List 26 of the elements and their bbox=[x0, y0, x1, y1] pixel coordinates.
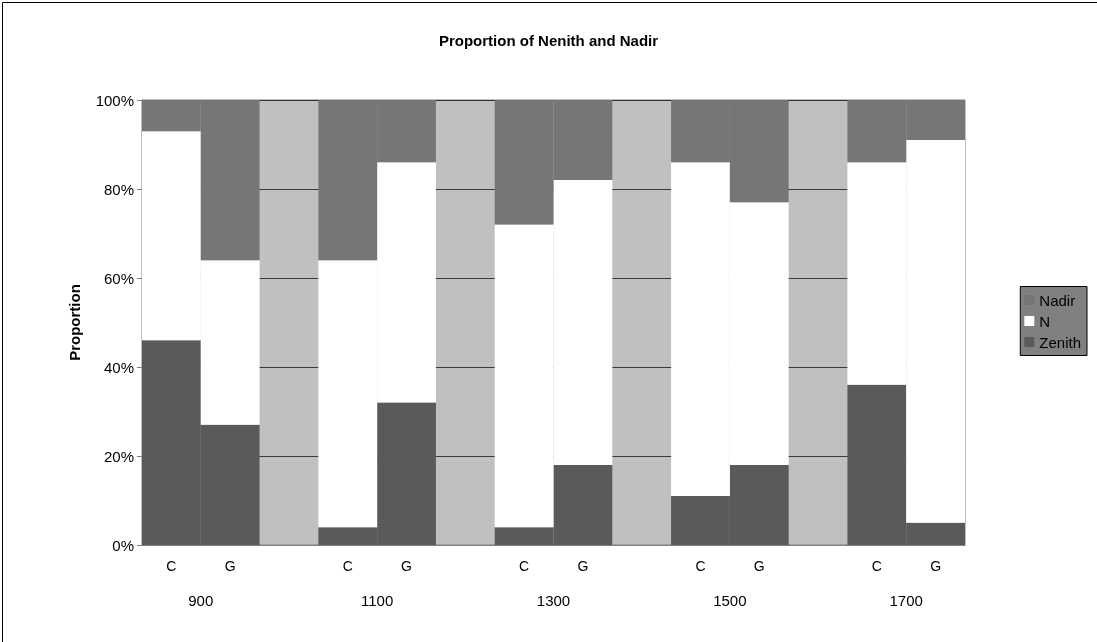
text: 1700 bbox=[889, 592, 923, 609]
y-axis-title: Proportion bbox=[66, 284, 83, 361]
x-tick-label: G bbox=[753, 558, 765, 574]
text: 1300 bbox=[536, 592, 571, 609]
x-tick-label: G bbox=[401, 558, 412, 574]
x-tick-label: G bbox=[224, 558, 236, 574]
text: 1100 bbox=[361, 592, 394, 609]
legend-label: Nadir bbox=[1039, 291, 1076, 309]
legend-label: N bbox=[1039, 312, 1051, 330]
chart-title: Proportion of Nenith and Nadir bbox=[438, 32, 659, 49]
x-tick-label: G bbox=[930, 558, 942, 574]
y-tick-label: 20% bbox=[103, 447, 134, 465]
x-tick-label: C bbox=[871, 558, 882, 574]
text: 1500 bbox=[713, 592, 747, 609]
x-tick-label: C bbox=[166, 558, 177, 574]
x-tick-label: G bbox=[577, 558, 589, 574]
legend-label: Zenith bbox=[1039, 333, 1082, 351]
y-tick-label: 0% bbox=[112, 536, 134, 554]
y-tick-label: 80% bbox=[103, 180, 134, 198]
y-tick-label: 40% bbox=[103, 358, 134, 376]
text: 900 bbox=[188, 592, 214, 609]
x-tick-label: C bbox=[695, 558, 706, 574]
x-tick-label: C bbox=[519, 558, 530, 574]
y-tick-label: 60% bbox=[103, 269, 134, 287]
y-tick-label: 100% bbox=[95, 91, 134, 109]
x-tick-label: C bbox=[342, 558, 353, 574]
